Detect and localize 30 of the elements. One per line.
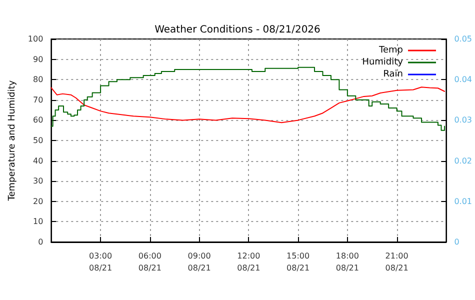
y-tick-label: 30 [32, 176, 44, 186]
y-tick-label: 50 [32, 136, 44, 145]
y-tick-label: 100 [28, 34, 44, 44]
y-tick-label: 60 [32, 116, 44, 125]
x-tick-label: 21:00 08/21 [385, 252, 408, 272]
y2-tick-label: 0.03 [454, 116, 472, 125]
y-axis-title: Temperature and Humidity [8, 80, 18, 202]
y-tick-label: 80 [32, 75, 44, 84]
y2-tick-label: 0 [454, 238, 460, 246]
legend-label: Temp [378, 46, 404, 56]
x-tick-label: 15:00 08/21 [286, 252, 310, 272]
y2-tick-label: 0.05 [454, 34, 472, 44]
y-tick-label: 10 [32, 217, 44, 226]
y2-tick-label: 0.01 [454, 196, 472, 206]
y-tick-label: 70 [32, 95, 44, 104]
x-tick-label: 06:00 08/21 [138, 252, 162, 272]
line-series [50, 86, 446, 124]
y-tick-label: 20 [32, 196, 44, 206]
y-tick-label: 0 [38, 238, 44, 246]
x-tick-label: 18:00 08/21 [336, 252, 359, 272]
x-tick-label: 09:00 08/21 [188, 252, 211, 272]
y-tick-label: 90 [32, 54, 44, 64]
legend-label: Humidity [362, 58, 404, 68]
x-tick-label: 12:00 08/21 [237, 252, 260, 272]
legend-label: Rain [383, 70, 403, 80]
y-tick-label: 40 [32, 156, 44, 166]
chart-title: Weather Conditions - 08/21/2026 [154, 24, 320, 36]
y2-tick-label: 0.02 [454, 156, 472, 166]
x-tick-label: 03:00 08/21 [89, 252, 112, 272]
y2-tick-label: 0.04 [454, 75, 472, 84]
